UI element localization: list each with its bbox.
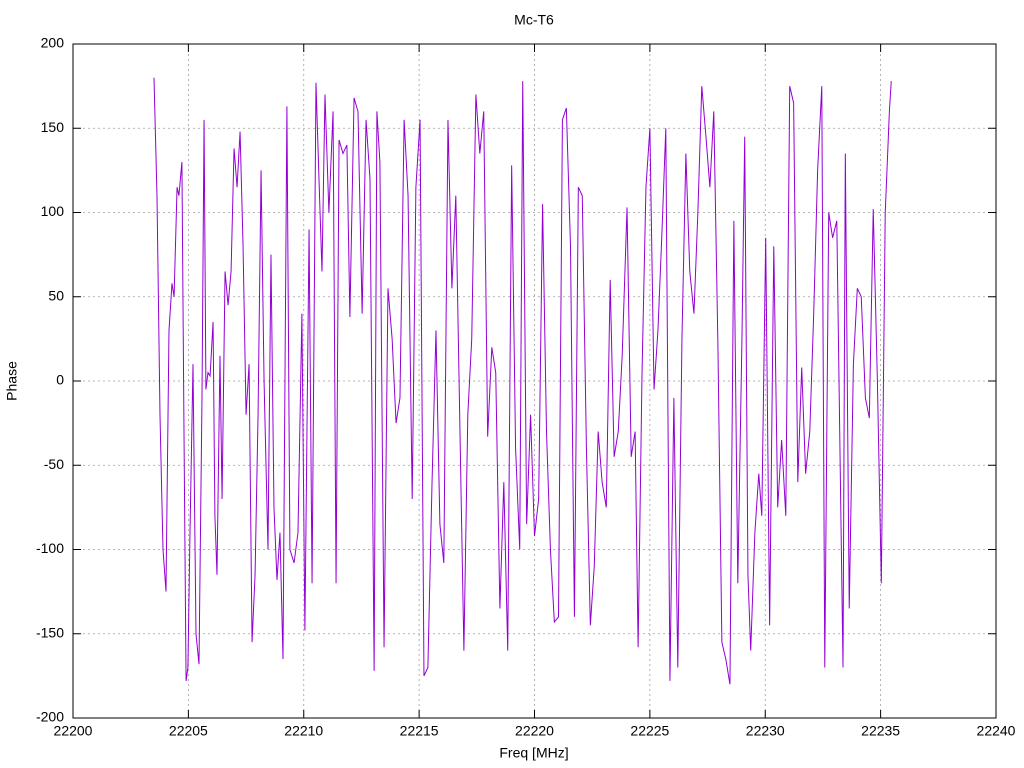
x-tick-label: 22235 xyxy=(861,723,900,739)
y-tick-label: 150 xyxy=(41,119,65,135)
x-tick-label: 22205 xyxy=(169,723,208,739)
x-tick-label: 22230 xyxy=(746,723,785,739)
y-tick-label: -200 xyxy=(36,709,64,725)
y-tick-label: -150 xyxy=(36,624,64,640)
x-tick-label: 22210 xyxy=(284,723,323,739)
y-axis-label: Phase xyxy=(4,361,20,401)
y-tick-label: 200 xyxy=(41,35,65,51)
chart-title: Mc-T6 xyxy=(514,12,554,28)
data-line xyxy=(153,77,892,685)
y-tick-label: 0 xyxy=(56,372,64,388)
y-tick-label: 50 xyxy=(48,287,64,303)
x-tick-label: 22220 xyxy=(515,723,554,739)
x-tick-label: 22215 xyxy=(400,723,439,739)
x-tick-label: 22225 xyxy=(630,723,669,739)
plot-border xyxy=(72,43,997,719)
x-tick-label: 22200 xyxy=(54,723,93,739)
x-tick-label: 22240 xyxy=(977,723,1016,739)
y-tick-label: -50 xyxy=(44,456,64,472)
y-tick-label: 100 xyxy=(41,203,65,219)
y-tick-label: -100 xyxy=(36,540,64,556)
x-axis-label: Freq [MHz] xyxy=(499,745,568,761)
